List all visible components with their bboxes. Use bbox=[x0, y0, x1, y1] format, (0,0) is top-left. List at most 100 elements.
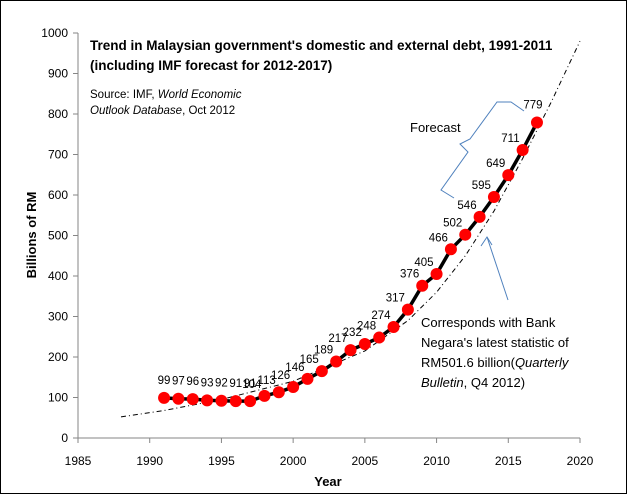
y-tick-label: 700 bbox=[48, 148, 68, 162]
data-point-2017 bbox=[530, 116, 543, 129]
data-point-1999 bbox=[272, 386, 285, 399]
bank-negara-note-line-2: Negara's latest statistic of bbox=[421, 335, 569, 350]
source-italic-2: Outlook Database bbox=[90, 105, 182, 117]
forecast-bracket bbox=[440, 101, 525, 199]
data-label-1994: 93 bbox=[201, 377, 214, 389]
y-tick-label: 500 bbox=[48, 229, 68, 243]
data-point-2009 bbox=[416, 279, 429, 292]
x-tick-label: 2010 bbox=[423, 454, 450, 468]
source-italic: World Economic bbox=[158, 89, 242, 101]
data-label-2006: 248 bbox=[357, 321, 376, 333]
data-label-2007: 274 bbox=[371, 310, 391, 322]
bank-negara-note-line-4: Bulletin, Q4 2012) bbox=[421, 375, 525, 390]
data-point-1997 bbox=[244, 395, 257, 408]
data-label-1999: 113 bbox=[257, 375, 275, 387]
data-point-2011 bbox=[444, 243, 457, 256]
x-tick-label: 2000 bbox=[280, 454, 307, 468]
chart-title-line-1: Trend in Malaysian government's domestic… bbox=[90, 38, 553, 53]
data-point-1998 bbox=[258, 389, 271, 402]
note-bulletin-text: Bulletin bbox=[421, 375, 464, 390]
y-tick-label: 900 bbox=[48, 67, 68, 81]
data-label-1993: 96 bbox=[186, 376, 199, 388]
source-suffix: , Oct 2012 bbox=[182, 105, 235, 117]
data-point-2002 bbox=[315, 365, 328, 378]
data-point-2006 bbox=[373, 331, 386, 344]
data-points bbox=[158, 116, 543, 408]
data-point-2015 bbox=[502, 169, 515, 182]
data-point-1996 bbox=[229, 395, 242, 408]
y-ticks: 0 100 200 300 400 500 600 700 800 900 1000 bbox=[41, 26, 78, 445]
data-label-2000: 126 bbox=[271, 370, 290, 382]
x-tick-label: 2020 bbox=[567, 454, 594, 468]
x-axis-title: Year bbox=[314, 474, 341, 489]
y-tick-label: 600 bbox=[48, 188, 68, 202]
bank-negara-note-line-3: RM501.6 billion(Quarterly bbox=[421, 355, 570, 370]
y-axis-title: Billions of RM bbox=[24, 192, 39, 279]
data-label-2014: 595 bbox=[472, 180, 491, 192]
data-label-2010: 405 bbox=[414, 257, 433, 269]
data-point-2010 bbox=[430, 267, 443, 280]
data-point-1995 bbox=[215, 394, 228, 407]
source-prefix: Source: IMF, bbox=[90, 89, 158, 101]
data-point-2004 bbox=[344, 344, 357, 357]
data-point-2003 bbox=[330, 355, 343, 368]
y-tick-label: 400 bbox=[48, 269, 68, 283]
x-ticks: 1985 1990 1995 2000 2005 2010 2015 2020 bbox=[65, 438, 594, 468]
note-rm-text: RM501.6 billion( bbox=[421, 355, 516, 370]
data-label-2003: 189 bbox=[314, 344, 333, 356]
y-tick-label: 1000 bbox=[41, 26, 68, 40]
bank-negara-note-line-1: Corresponds with Bank bbox=[421, 315, 556, 330]
data-point-1991 bbox=[158, 391, 171, 404]
data-label-2011: 466 bbox=[429, 232, 448, 244]
data-label-2004: 217 bbox=[328, 333, 347, 345]
data-point-2001 bbox=[301, 372, 314, 385]
y-tick-label: 800 bbox=[48, 107, 68, 121]
data-label-2012: 502 bbox=[443, 218, 462, 230]
chart-title-line-2: (including IMF forecast for 2012-2017) bbox=[90, 58, 332, 73]
y-tick-label: 200 bbox=[48, 350, 68, 364]
x-tick-label: 2015 bbox=[495, 454, 522, 468]
y-tick-label: 0 bbox=[61, 431, 68, 445]
data-label-1991: 99 bbox=[158, 375, 171, 387]
data-label-1996: 91 bbox=[229, 378, 242, 390]
source-note-line-2: Outlook Database, Oct 2012 bbox=[90, 105, 235, 117]
data-label-2005: 232 bbox=[343, 327, 362, 339]
note-q4-text: , Q4 2012) bbox=[464, 375, 525, 390]
data-point-2012 bbox=[459, 228, 472, 241]
annotation-arrow-line bbox=[486, 236, 509, 301]
note-quarterly-text: Quarterly bbox=[515, 355, 570, 370]
data-point-2014 bbox=[487, 191, 500, 204]
data-label-2017: 779 bbox=[523, 100, 542, 112]
data-point-1994 bbox=[201, 394, 214, 407]
data-point-2005 bbox=[358, 338, 371, 351]
data-label-1995: 92 bbox=[215, 378, 228, 390]
data-label-1992: 97 bbox=[172, 376, 185, 388]
data-point-2008 bbox=[401, 303, 414, 316]
x-tick-label: 1995 bbox=[208, 454, 235, 468]
y-tick-label: 100 bbox=[48, 391, 68, 405]
data-label-2013: 546 bbox=[457, 200, 476, 212]
data-label-2001: 146 bbox=[285, 362, 304, 374]
data-labels: 99 97 96 93 92 91 9110411312614616518921723224… bbox=[158, 100, 543, 391]
data-point-2007 bbox=[387, 321, 400, 334]
x-tick-label: 1985 bbox=[65, 454, 92, 468]
source-note-line-1: Source: IMF, World Economic bbox=[90, 89, 242, 101]
x-tick-label: 2005 bbox=[352, 454, 379, 468]
data-label-1998: 104 bbox=[242, 379, 262, 391]
data-point-1993 bbox=[186, 393, 199, 406]
data-label-2015: 649 bbox=[486, 158, 505, 170]
data-point-2013 bbox=[473, 210, 486, 223]
data-label-2016: 711 bbox=[501, 133, 519, 145]
arrow-head-icon bbox=[480, 236, 493, 247]
y-tick-label: 300 bbox=[48, 310, 68, 324]
data-label-2008: 317 bbox=[386, 293, 405, 305]
data-point-2016 bbox=[516, 144, 529, 157]
forecast-label: Forecast bbox=[410, 120, 461, 135]
data-label-1997: 91 bbox=[244, 378, 257, 390]
data-point-1992 bbox=[172, 392, 185, 405]
data-label-2002: 165 bbox=[300, 354, 319, 366]
x-tick-label: 1990 bbox=[136, 454, 163, 468]
data-label-2009: 376 bbox=[400, 269, 419, 281]
